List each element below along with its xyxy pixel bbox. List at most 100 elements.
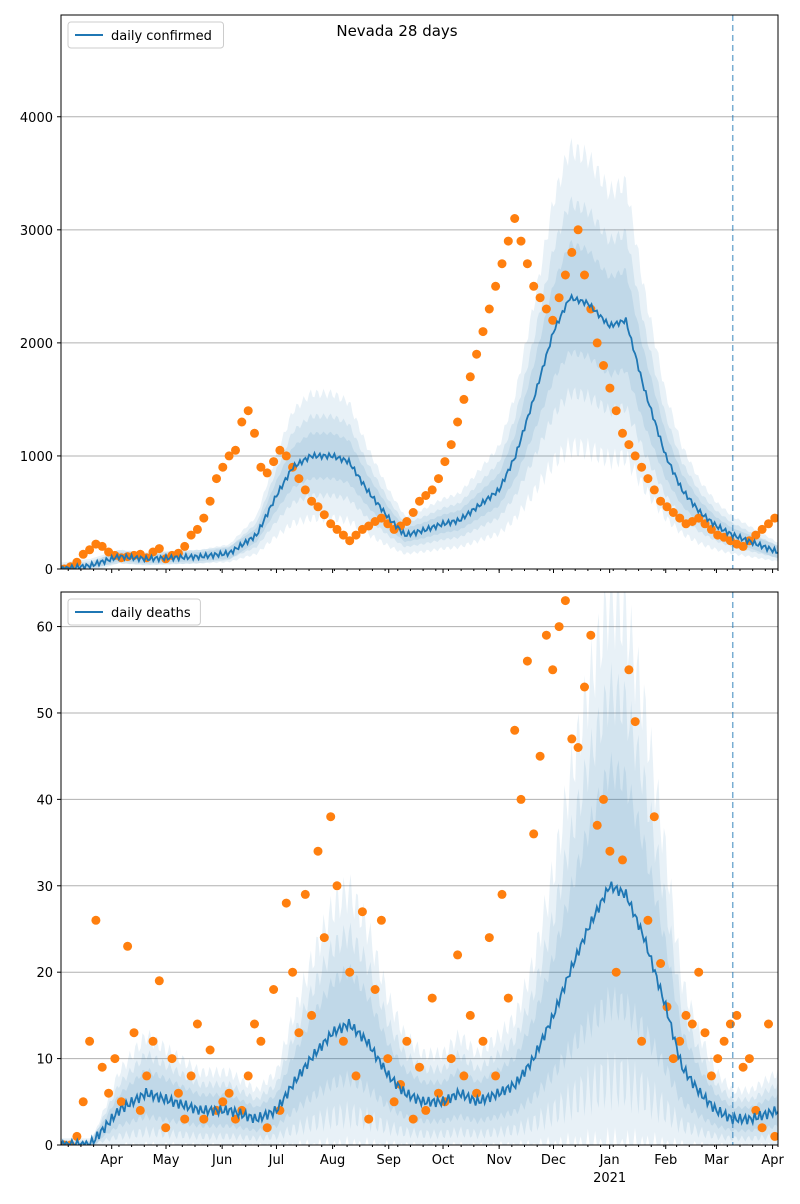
data-point [243, 1071, 253, 1081]
data-point [370, 985, 380, 994]
data-point [97, 541, 107, 551]
data-point [472, 1088, 482, 1098]
data-point [199, 1114, 209, 1124]
x-tick-label: Feb [654, 1153, 677, 1168]
data-point [434, 474, 443, 484]
data-point [503, 236, 513, 246]
data-point [199, 513, 209, 523]
data-point [554, 622, 564, 632]
data-point [649, 812, 659, 822]
data-point [313, 846, 323, 856]
data-point [421, 491, 431, 500]
data-point [357, 907, 367, 917]
data-point [567, 247, 577, 257]
data-point [459, 394, 469, 404]
data-point [675, 1036, 685, 1046]
data-point [205, 1045, 215, 1055]
data-point [637, 462, 647, 472]
data-point [662, 502, 672, 512]
confirmed-panel: 0 1000 2000 3000 4000 daily confirmed [20, 14, 779, 578]
data-point [421, 1105, 431, 1115]
data-point [541, 630, 551, 640]
data-point [592, 338, 602, 348]
x-tick-label: Apr [100, 1153, 123, 1168]
x-tick-label: Dec [541, 1153, 566, 1168]
data-point [764, 519, 773, 529]
data-point [415, 496, 424, 506]
data-point [757, 1123, 767, 1133]
data-point [231, 445, 240, 455]
data-point [402, 1036, 412, 1046]
data-point [738, 1062, 748, 1072]
data-point [97, 1062, 107, 1072]
y-tick-label: 1000 [20, 450, 53, 465]
data-point [465, 372, 475, 382]
x-tick-label: Mar [704, 1153, 729, 1168]
data-point [440, 457, 450, 467]
data-point [345, 536, 355, 546]
data-point [205, 496, 215, 506]
data-point [535, 751, 545, 761]
data-point [104, 1088, 114, 1098]
y-tick-label: 0 [45, 1139, 53, 1154]
data-point [180, 1114, 190, 1124]
data-point [580, 682, 589, 692]
data-point [491, 281, 501, 291]
data-point [300, 889, 310, 899]
data-point [580, 270, 589, 280]
data-point [744, 1054, 754, 1064]
data-point [338, 1036, 348, 1046]
x-tick-label: Sep [376, 1153, 401, 1168]
data-point [510, 725, 520, 735]
data-point [262, 468, 272, 478]
data-point [535, 293, 545, 303]
data-point [560, 270, 570, 280]
data-point [453, 417, 463, 427]
data-point [402, 517, 412, 526]
data-point [732, 1010, 742, 1020]
data-point [307, 1010, 317, 1020]
data-point [618, 428, 627, 438]
legend-frame [67, 598, 201, 626]
data-point [478, 1036, 488, 1046]
uncertainty-band [61, 196, 778, 569]
data-point [453, 950, 463, 960]
data-point [250, 1019, 259, 1029]
data-point [668, 508, 678, 517]
series-line [61, 881, 778, 1145]
data-point [706, 1071, 716, 1081]
data-point [541, 304, 551, 314]
uncertainty-band [61, 239, 778, 569]
data-point [764, 1019, 773, 1029]
data-point [529, 829, 539, 839]
data-point [224, 451, 234, 461]
data-point [630, 451, 640, 461]
data-point [618, 855, 627, 865]
legend-label: daily deaths [111, 606, 191, 621]
series-line [61, 292, 778, 569]
data-point [694, 967, 704, 977]
data-point [415, 1062, 424, 1072]
uncertainty-band [61, 137, 778, 569]
data-point [573, 743, 583, 752]
data-point [351, 1071, 361, 1081]
data-point [192, 1019, 202, 1029]
data-point [687, 1019, 697, 1029]
data-point [224, 1088, 234, 1098]
data-point [770, 1131, 778, 1141]
data-point [154, 544, 164, 554]
data-point [649, 485, 659, 495]
legend: daily deaths [67, 598, 201, 626]
data-point [161, 1123, 171, 1133]
data-point [757, 524, 767, 534]
data-point [516, 794, 526, 804]
data-point [554, 293, 564, 303]
x-tick-label: Apr [761, 1153, 784, 1168]
data-point [250, 428, 259, 438]
data-point [123, 941, 133, 951]
data-point [72, 1131, 82, 1141]
data-point [706, 524, 716, 534]
legend: daily confirmed [67, 21, 224, 49]
deaths-panel: 0 10 20 30 40 50 60 Apr May Jun Jul Aug Sep Oct Nov Dec… [36, 591, 784, 1186]
